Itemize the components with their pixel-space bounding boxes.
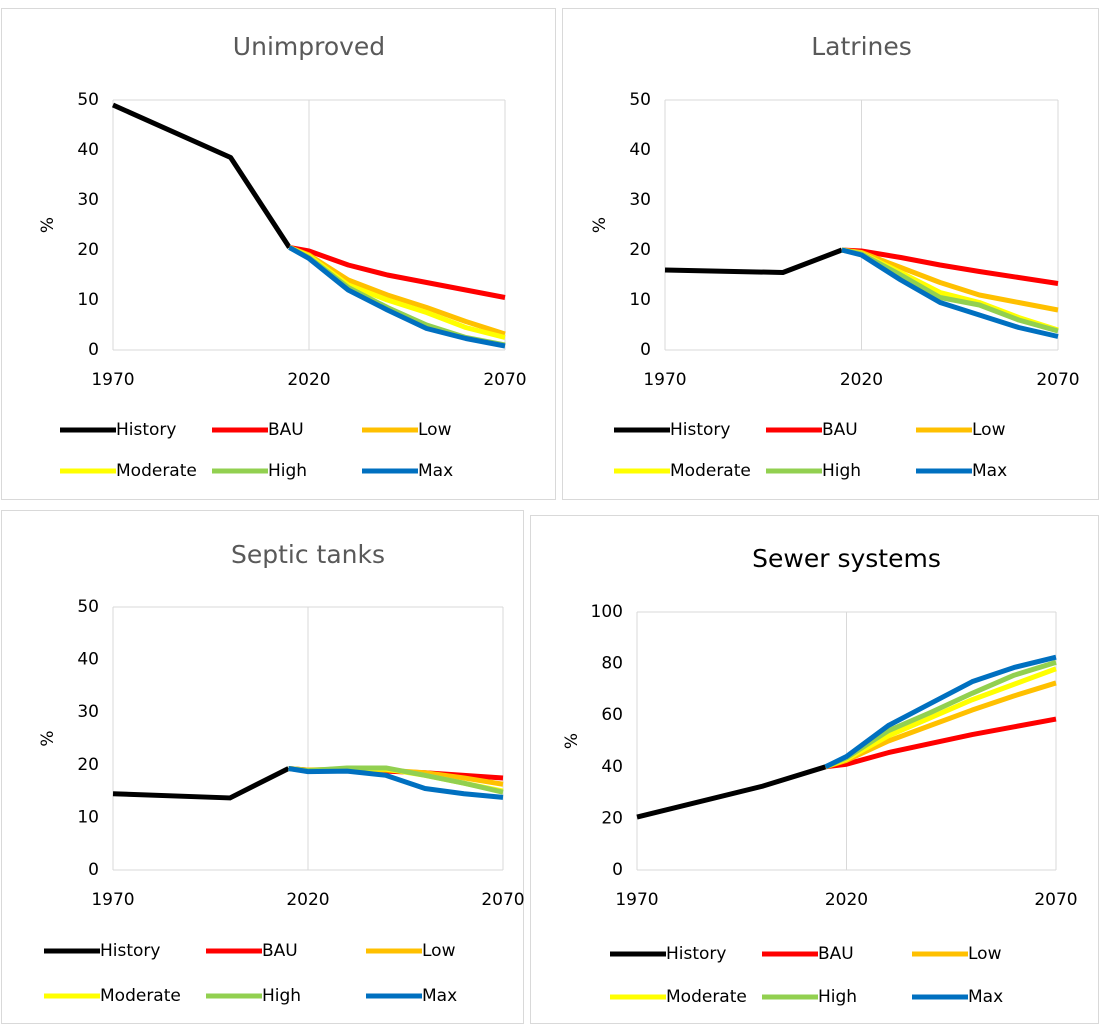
chart-title: Latrines: [811, 32, 912, 61]
series-line: [288, 766, 504, 800]
legend-label: High: [822, 461, 861, 481]
y-tick-label: 80: [601, 654, 623, 674]
y-tick-label: 40: [629, 140, 651, 160]
y-axis-label: %: [38, 217, 58, 233]
series-line: [824, 654, 1057, 770]
series-line: [841, 247, 1059, 339]
y-tick-label: 30: [77, 190, 99, 210]
legend-label: High: [268, 461, 307, 481]
y-tick-label: 50: [77, 597, 99, 617]
x-tick-label: 1970: [643, 370, 686, 390]
y-tick-label: 40: [77, 650, 99, 670]
legend-label: Max: [422, 986, 457, 1006]
y-axis-label: %: [590, 217, 610, 233]
series-line: [112, 766, 290, 801]
y-tick-label: 50: [629, 90, 651, 110]
legend-label: Low: [968, 944, 1002, 964]
legend-label: Moderate: [670, 461, 751, 481]
panel-border: [1, 510, 524, 1024]
series-line: [111, 102, 292, 249]
x-tick-label: 2020: [840, 370, 883, 390]
x-tick-label: 2020: [286, 890, 329, 910]
chart-title: Unimproved: [233, 32, 385, 61]
x-tick-label: 2070: [481, 890, 524, 910]
y-tick-label: 0: [640, 340, 651, 360]
y-tick-label: 0: [88, 340, 99, 360]
legend-label: Max: [418, 461, 453, 481]
x-tick-label: 1970: [615, 890, 658, 910]
x-tick-label: 2020: [287, 370, 330, 390]
chart-title: Sewer systems: [752, 544, 941, 573]
x-tick-label: 1970: [91, 890, 134, 910]
y-tick-label: 20: [629, 240, 651, 260]
y-tick-label: 100: [591, 602, 623, 622]
legend-label: BAU: [268, 420, 304, 440]
legend-label: Low: [972, 420, 1006, 440]
y-tick-label: 20: [77, 755, 99, 775]
y-tick-label: 20: [601, 808, 623, 828]
y-tick-label: 60: [601, 705, 623, 725]
legend-label: BAU: [822, 420, 858, 440]
y-tick-label: 10: [629, 290, 651, 310]
legend-label: Moderate: [100, 986, 181, 1006]
y-tick-label: 0: [612, 860, 623, 880]
legend-label: History: [116, 420, 176, 440]
x-tick-label: 2020: [825, 890, 868, 910]
series-line: [664, 247, 843, 275]
legend-label: History: [670, 420, 730, 440]
y-tick-label: 10: [77, 290, 99, 310]
x-tick-label: 2070: [1036, 370, 1079, 390]
y-tick-label: 20: [77, 240, 99, 260]
legend-label: History: [100, 941, 160, 961]
x-tick-label: 2070: [483, 370, 526, 390]
y-axis-label: %: [38, 730, 58, 746]
series-line: [288, 245, 506, 349]
series-line: [288, 245, 506, 300]
x-tick-label: 2070: [1034, 890, 1077, 910]
legend-label: Max: [972, 461, 1007, 481]
legend-label: BAU: [262, 941, 298, 961]
y-tick-label: 40: [77, 140, 99, 160]
legend-label: Max: [968, 987, 1003, 1007]
y-tick-label: 30: [77, 702, 99, 722]
y-axis-label: %: [562, 733, 582, 749]
y-tick-label: 50: [77, 90, 99, 110]
legend-label: History: [666, 944, 726, 964]
series-line: [825, 716, 1057, 770]
legend-label: High: [262, 986, 301, 1006]
y-tick-label: 0: [88, 860, 99, 880]
y-tick-label: 40: [601, 757, 623, 777]
legend-label: Moderate: [666, 987, 747, 1007]
y-tick-label: 30: [629, 190, 651, 210]
panel-border: [1, 8, 556, 500]
chart-title: Septic tanks: [231, 540, 385, 569]
legend-label: High: [818, 987, 857, 1007]
legend-label: Low: [422, 941, 456, 961]
legend-label: Moderate: [116, 461, 197, 481]
x-tick-label: 1970: [91, 370, 134, 390]
y-tick-label: 10: [77, 807, 99, 827]
legend-label: Low: [418, 420, 452, 440]
series-line: [636, 764, 827, 820]
legend-label: BAU: [818, 944, 854, 964]
